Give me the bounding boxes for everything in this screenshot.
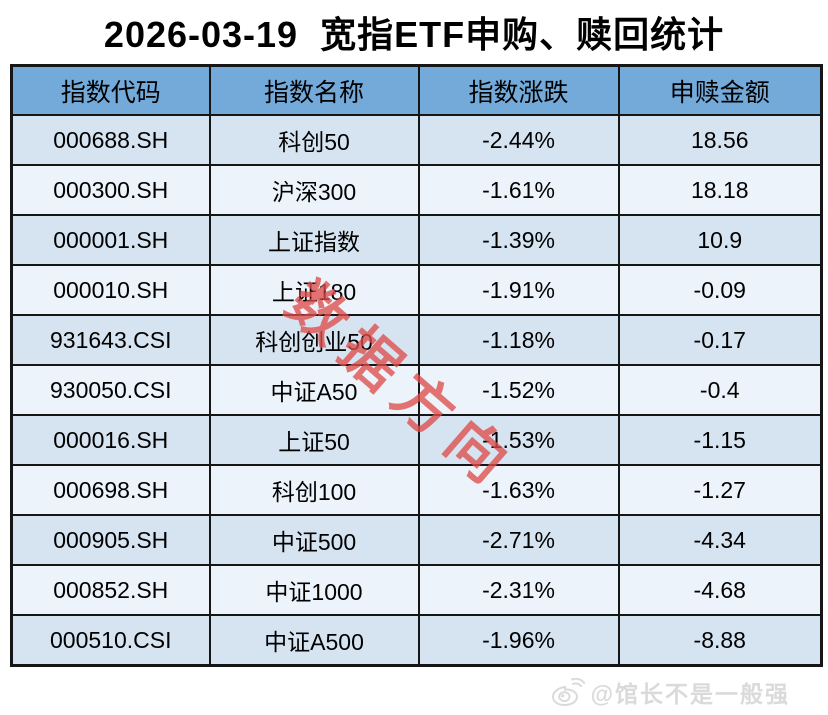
cell-index-code: 000698.SH xyxy=(10,464,211,516)
cell-index-name: 上证180 xyxy=(208,264,420,316)
cell-index-change: -1.52% xyxy=(417,364,620,416)
cell-net-amount: 10.9 xyxy=(617,214,823,266)
cell-index-code: 000905.SH xyxy=(10,514,211,566)
table-row: 000852.SH 中证1000 -2.31% -4.68 xyxy=(10,564,823,616)
cell-net-amount: -0.09 xyxy=(617,264,823,316)
cell-index-name: 科创创业50 xyxy=(208,314,420,366)
cell-net-amount: -8.88 xyxy=(617,614,823,667)
table-row: 000510.CSI 中证A500 -1.96% -8.88 xyxy=(10,614,823,667)
cell-net-amount: -0.4 xyxy=(617,364,823,416)
cell-net-amount: -1.27 xyxy=(617,464,823,516)
cell-index-change: -1.63% xyxy=(417,464,620,516)
cell-index-code: 000852.SH xyxy=(10,564,211,616)
cell-net-amount: -4.68 xyxy=(617,564,823,616)
cell-index-name: 科创50 xyxy=(208,114,420,166)
cell-index-change: -1.96% xyxy=(417,614,620,667)
cell-index-change: -2.71% xyxy=(417,514,620,566)
cell-index-name: 上证50 xyxy=(208,414,420,466)
cell-index-code: 000001.SH xyxy=(10,214,211,266)
etf-stats-table: 指数代码 指数名称 指数涨跌 申赎金额 000688.SH 科创50 -2.44% 1… xyxy=(10,64,823,667)
cell-index-name: 中证A500 xyxy=(208,614,420,667)
cell-index-change: -1.91% xyxy=(417,264,620,316)
table-row: 000001.SH 上证指数 -1.39% 10.9 xyxy=(10,214,823,266)
cell-index-change: -1.18% xyxy=(417,314,620,366)
table-row: 000016.SH 上证50 -1.53% -1.15 xyxy=(10,414,823,466)
cell-index-code: 931643.CSI xyxy=(10,314,211,366)
cell-index-change: -1.61% xyxy=(417,164,620,216)
weibo-icon xyxy=(551,678,585,706)
header-index-code: 指数代码 xyxy=(10,64,211,116)
cell-index-name: 科创100 xyxy=(208,464,420,516)
cell-net-amount: -4.34 xyxy=(617,514,823,566)
cell-index-code: 000010.SH xyxy=(10,264,211,316)
cell-index-name: 中证500 xyxy=(208,514,420,566)
table-row: 000010.SH 上证180 -1.91% -0.09 xyxy=(10,264,823,316)
cell-index-change: -1.39% xyxy=(417,214,620,266)
table-row: 000698.SH 科创100 -1.63% -1.27 xyxy=(10,464,823,516)
author-handle: @馆长不是一般强 xyxy=(590,681,790,707)
table-row: 931643.CSI 科创创业50 -1.18% -0.17 xyxy=(10,314,823,366)
header-index-name: 指数名称 xyxy=(208,64,420,116)
author-watermark: @馆长不是一般强 xyxy=(551,675,790,709)
table-row: 000905.SH 中证500 -2.71% -4.34 xyxy=(10,514,823,566)
cell-net-amount: 18.18 xyxy=(617,164,823,216)
cell-index-name: 上证指数 xyxy=(208,214,420,266)
page-title: 2026-03-19 宽指ETF申购、赎回统计 xyxy=(103,14,725,55)
cell-index-code: 000688.SH xyxy=(10,114,211,166)
cell-index-code: 930050.CSI xyxy=(10,364,211,416)
header-index-change: 指数涨跌 xyxy=(417,64,620,116)
cell-net-amount: -0.17 xyxy=(617,314,823,366)
header-net-amount: 申赎金额 xyxy=(617,64,823,116)
cell-index-code: 000016.SH xyxy=(10,414,211,466)
table-row: 000688.SH 科创50 -2.44% 18.56 xyxy=(10,114,823,166)
cell-index-change: -1.53% xyxy=(417,414,620,466)
cell-index-code: 000300.SH xyxy=(10,164,211,216)
table-header-row: 指数代码 指数名称 指数涨跌 申赎金额 xyxy=(10,64,823,116)
table-row: 930050.CSI 中证A50 -1.52% -0.4 xyxy=(10,364,823,416)
cell-net-amount: 18.56 xyxy=(617,114,823,166)
cell-index-change: -2.44% xyxy=(417,114,620,166)
table-row: 000300.SH 沪深300 -1.61% 18.18 xyxy=(10,164,823,216)
cell-index-name: 中证A50 xyxy=(208,364,420,416)
cell-index-name: 沪深300 xyxy=(208,164,420,216)
cell-index-name: 中证1000 xyxy=(208,564,420,616)
cell-net-amount: -1.15 xyxy=(617,414,823,466)
cell-index-code: 000510.CSI xyxy=(10,614,211,667)
cell-index-change: -2.31% xyxy=(417,564,620,616)
